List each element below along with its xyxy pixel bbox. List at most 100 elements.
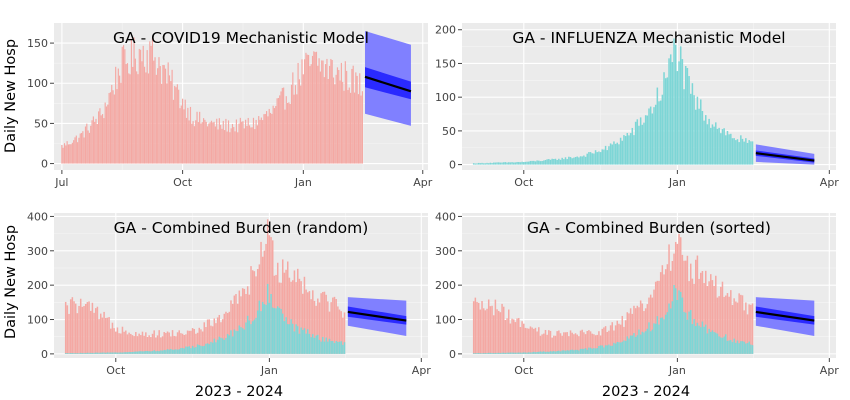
bar-hosp [119,75,121,164]
bar-influenza [322,337,324,354]
bar-hosp [748,140,750,165]
bar-total [526,328,528,354]
bar-total [81,306,84,354]
bar-total [312,290,314,354]
bar-hosp [731,138,734,165]
bar-influenza [499,353,502,354]
bar-total [283,272,286,354]
bar-total [221,319,224,354]
bar-total [501,303,503,354]
bar-hosp [693,95,695,165]
panel-title: GA - COVID19 Mechanistic Model [113,29,369,47]
bar-total [479,309,482,354]
bar-influenza [696,322,699,354]
bar-influenza [506,352,508,354]
bar-influenza [588,347,590,354]
bar-influenza [101,352,104,354]
bar-hosp [237,132,239,164]
bar-influenza [636,335,639,354]
bar-influenza [76,353,79,354]
bar-influenza [216,339,219,354]
bar-influenza [548,351,550,354]
bar-total [106,317,109,354]
bar-influenza [686,319,689,354]
bar-influenza [295,324,297,354]
bar-hosp [353,92,356,164]
bar-hosp [217,129,219,164]
bar-influenza [576,349,578,354]
bar-hosp [166,83,168,164]
bar-hosp [726,130,729,165]
bar-total [733,298,735,354]
bar-influenza [750,344,752,354]
bar-total [608,330,610,354]
bar-hosp [507,162,510,165]
bar-hosp [568,156,570,165]
bar-total [110,328,112,354]
bar-hosp [197,122,199,164]
bar-total [564,332,567,354]
bar-hosp [558,158,560,165]
bar-influenza [507,352,510,354]
bar-total [297,268,299,354]
bar-hosp [566,159,568,165]
bar-hosp [738,142,740,165]
bar-total [728,296,730,354]
bar-influenza [148,351,150,354]
bar-total [546,334,548,354]
bar-influenza [494,352,497,354]
y-tick-label: 300 [435,245,456,258]
bar-hosp [172,99,175,164]
bar-hosp [686,68,689,165]
bar-hosp [546,159,548,165]
bar-influenza [643,332,645,354]
bar-influenza [315,335,317,354]
bar-hosp [78,137,80,164]
bar-influenza [751,345,754,354]
bar-hosp [348,87,350,164]
bar-hosp [643,122,645,165]
bar-influenza [693,318,695,354]
bar-hosp [159,66,161,164]
bar-total [507,309,510,354]
bar-total [745,302,747,354]
bar-influenza [228,335,231,354]
bar-hosp [132,66,134,164]
bar-hosp [229,132,231,164]
bar-hosp [66,141,68,164]
bar-influenza [713,332,715,354]
bar-influenza [141,351,144,354]
bar-total [213,318,216,354]
bar-total [145,332,147,354]
y-tick-label: 200 [435,24,456,37]
bar-hosp [521,161,523,165]
bar-total [290,281,292,354]
bar-influenza [201,346,204,354]
bar-influenza [566,350,568,354]
bar-hosp [158,57,160,164]
bar-hosp [317,65,319,164]
bar-hosp [578,157,580,165]
bar-hosp [751,141,754,165]
bar-total [64,301,67,354]
bar-hosp [740,135,742,165]
bar-hosp [87,130,89,164]
bar-hosp [509,162,512,165]
bar-total [233,295,236,354]
bar-total [338,309,341,354]
bar-influenza [145,350,147,354]
bar-hosp [533,160,535,165]
bar-hosp [571,158,573,165]
bar-total [292,280,294,354]
bar-total [255,276,257,354]
bar-hosp [563,159,565,165]
bar-influenza [225,338,227,354]
bar-total [649,294,652,354]
bar-hosp [342,81,344,164]
bar-total [307,292,309,354]
bar-hosp [624,136,627,165]
bar-hosp [514,162,517,165]
bar-hosp [92,116,94,164]
bar-influenza [180,348,182,354]
